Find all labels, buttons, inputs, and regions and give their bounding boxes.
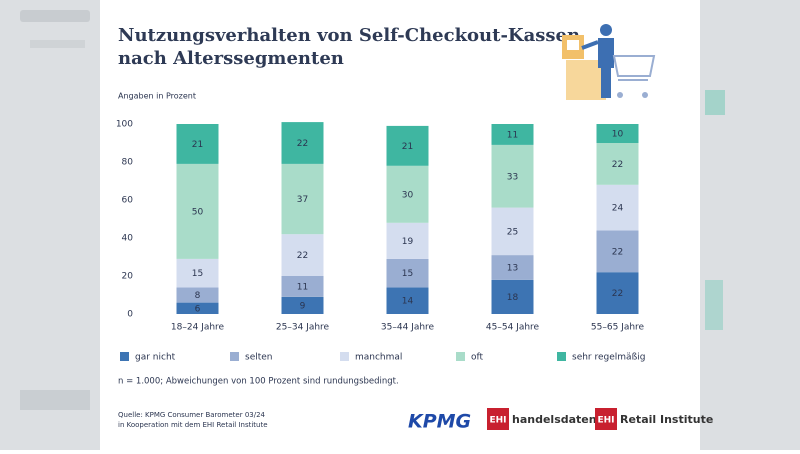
- data-label: 19: [402, 237, 414, 247]
- bar-segment: [491, 255, 534, 280]
- data-label: 18: [507, 293, 519, 303]
- legend-swatch: [456, 352, 465, 361]
- y-tick-label: 80: [122, 158, 134, 168]
- ehi-logo-box: [487, 408, 509, 430]
- blurred-bg: [705, 280, 723, 330]
- data-label: 8: [195, 291, 201, 301]
- legend-label: oft: [471, 353, 484, 363]
- y-tick-label: 0: [127, 310, 133, 320]
- blurred-bg: [20, 390, 90, 410]
- data-label: 30: [402, 190, 414, 200]
- data-label: 21: [192, 140, 203, 150]
- data-label: 22: [297, 251, 308, 261]
- data-label: 25: [507, 227, 518, 237]
- blurred-bg: [20, 10, 90, 22]
- bar-segment: [596, 124, 639, 143]
- source: in Kooperation mit dem EHI Retail Instit…: [118, 421, 268, 429]
- data-label: 9: [300, 301, 306, 311]
- ehi-logo: EHI: [489, 416, 506, 426]
- source: Quelle: KPMG Consumer Barometer 03/24: [118, 411, 266, 419]
- bar-segment: [281, 122, 324, 164]
- bar-segment: [596, 143, 639, 185]
- chart-title: nach Alterssegmenten: [118, 48, 344, 69]
- data-label: 50: [192, 207, 204, 217]
- data-label: 15: [402, 269, 413, 279]
- legend-label: gar nicht: [135, 353, 176, 363]
- legend-swatch: [120, 352, 129, 361]
- legend-label: selten: [245, 353, 273, 363]
- ehi-logo-box: [595, 408, 617, 430]
- bar-segment: [491, 279, 534, 314]
- handelsdaten-logo: handelsdaten.de: [512, 413, 616, 426]
- legend-swatch: [340, 352, 349, 361]
- data-label: 11: [507, 130, 518, 140]
- data-label: 24: [612, 204, 624, 214]
- bar-segment: [176, 287, 219, 303]
- bar-segment: [596, 272, 639, 314]
- legend-swatch: [230, 352, 239, 361]
- bar-segment: [281, 163, 324, 235]
- legend-label: sehr regelmäßig: [572, 353, 645, 363]
- legend-label: manchmal: [355, 353, 402, 363]
- y-tick-label: 20: [122, 272, 134, 282]
- y-tick-label: 60: [122, 196, 134, 206]
- x-tick-label: 35–44 Jahre: [381, 323, 435, 333]
- data-label: 22: [612, 247, 623, 257]
- data-label: 11: [297, 282, 308, 292]
- data-label: 10: [612, 130, 624, 140]
- checkout-icon: [562, 24, 656, 100]
- kpmg-logo: KPMG: [408, 411, 471, 433]
- bar-segment: [491, 207, 534, 256]
- retail-logo: Retail Institute: [620, 413, 713, 426]
- bar-segment: [596, 230, 639, 273]
- bar-segment: [176, 258, 219, 288]
- data-label: 6: [195, 304, 201, 314]
- subtitle: Angaben in Prozent: [118, 92, 196, 101]
- legend-swatch: [557, 352, 566, 361]
- data-label: 15: [192, 269, 203, 279]
- bar-segment: [596, 184, 639, 231]
- bar-segment: [281, 276, 324, 297]
- bar-segment: [386, 222, 429, 259]
- x-tick-label: 18–24 Jahre: [171, 323, 225, 333]
- ehi-logo: EHI: [597, 416, 614, 426]
- bar-segment: [281, 296, 324, 314]
- x-tick-label: 25–34 Jahre: [276, 323, 330, 333]
- note: n = 1.000; Abweichungen von 100 Prozent …: [118, 377, 399, 387]
- data-label: 37: [297, 195, 308, 205]
- x-tick-label: 45–54 Jahre: [486, 323, 540, 333]
- bar-segment: [176, 163, 219, 259]
- bar-segment: [281, 234, 324, 276]
- bar-segment: [176, 124, 219, 164]
- bar-segment: [176, 302, 219, 314]
- data-label: 22: [612, 160, 623, 170]
- bar-segment: [491, 124, 534, 145]
- data-label: 22: [297, 139, 308, 149]
- bar-segment: [386, 287, 429, 314]
- y-tick-label: 40: [122, 234, 134, 244]
- data-label: 22: [612, 289, 623, 299]
- bar-segment: [386, 258, 429, 288]
- y-tick-label: 100: [116, 120, 133, 130]
- blurred-bg: [705, 90, 725, 115]
- data-label: 13: [507, 263, 518, 273]
- bar-segment: [491, 144, 534, 208]
- data-label: 33: [507, 172, 518, 182]
- bar-segment: [386, 165, 429, 223]
- data-label: 21: [402, 142, 413, 152]
- blurred-bg: [30, 40, 85, 48]
- data-label: 14: [402, 297, 414, 307]
- bar-segment: [386, 125, 429, 166]
- x-tick-label: 55–65 Jahre: [591, 323, 645, 333]
- chart-title: Nutzungsverhalten von Self-Checkout-Kass…: [118, 25, 580, 46]
